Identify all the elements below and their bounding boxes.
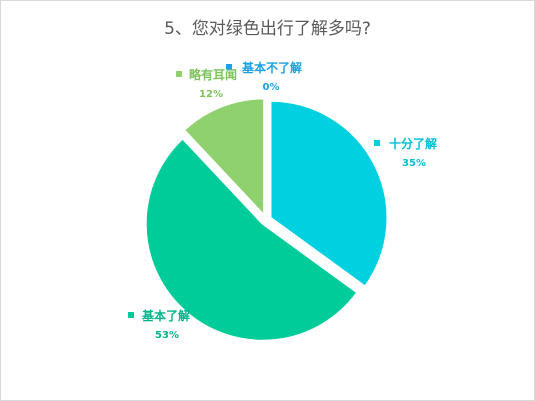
slice-label: 略有耳闻 — [189, 67, 237, 82]
legend-marker — [128, 312, 134, 318]
slice-label: 基本不了解 — [241, 60, 302, 75]
legend-marker — [176, 71, 182, 77]
slice-well-understood — [269, 99, 389, 288]
slice-label: 十分了解 — [389, 136, 437, 151]
slice-heard-of — [182, 97, 266, 218]
slice-basic-understanding — [144, 137, 359, 342]
legend-marker — [226, 64, 232, 70]
legend-marker — [374, 140, 380, 146]
slice-percent-label: 53% — [155, 330, 179, 341]
chart-title: 5、您对绿色出行了解多吗? — [164, 19, 371, 39]
slice-percent-label: 12% — [199, 89, 223, 100]
slice-percent-label: 35% — [402, 158, 426, 169]
slice-label: 基本了解 — [141, 308, 190, 323]
slice-percent-label: 0% — [263, 82, 280, 93]
